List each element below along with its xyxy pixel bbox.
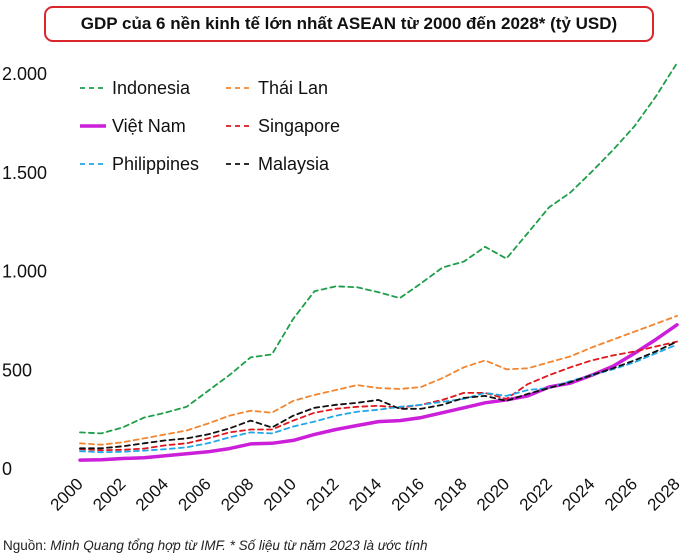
chart-title: GDP của 6 nền kinh tế lớn nhất ASEAN từ … xyxy=(44,6,654,42)
x-tick-label: 2014 xyxy=(345,474,385,514)
series-line-0 xyxy=(79,62,678,435)
x-tick-label: 2026 xyxy=(601,474,641,514)
x-tick-label: 2022 xyxy=(516,474,556,514)
x-tick-label: 2010 xyxy=(260,474,300,514)
x-tick-label: 2016 xyxy=(388,474,428,514)
legend-label: Malaysia xyxy=(258,154,330,174)
y-tick-label: 0 xyxy=(2,459,12,479)
series-line-4 xyxy=(79,343,678,454)
legend-label: Thái Lan xyxy=(258,78,328,98)
series-line-3 xyxy=(79,340,678,452)
legend-label: Việt Nam xyxy=(112,116,186,136)
x-tick-label: 2008 xyxy=(217,474,257,514)
x-tick-label: 2028 xyxy=(644,474,684,514)
y-tick-label: 1.500 xyxy=(2,163,47,183)
legend-label: Singapore xyxy=(258,116,340,136)
x-tick-label: 2006 xyxy=(175,474,215,514)
y-tick-label: 2.000 xyxy=(2,64,47,84)
y-tick-label: 500 xyxy=(2,360,32,380)
x-tick-label: 2000 xyxy=(47,474,87,514)
y-tick-label: 1.000 xyxy=(2,262,47,282)
x-tick-label: 2018 xyxy=(430,474,470,514)
x-tick-label: 2002 xyxy=(89,474,129,514)
x-tick-label: 2024 xyxy=(558,474,598,514)
series-line-5 xyxy=(79,340,678,450)
source-text: Minh Quang tổng hợp từ IMF. * Số liệu từ… xyxy=(50,538,428,553)
source-prefix: Nguồn: xyxy=(3,538,51,553)
source-note: Nguồn: Minh Quang tổng hợp từ IMF. * Số … xyxy=(3,538,428,553)
x-tick-label: 2012 xyxy=(303,474,343,514)
legend-label: Indonesia xyxy=(112,78,191,98)
legend-label: Philippines xyxy=(112,154,199,174)
x-tick-label: 2020 xyxy=(473,474,513,514)
x-tick-label: 2004 xyxy=(132,474,172,514)
chart-title-text: GDP của 6 nền kinh tế lớn nhất ASEAN từ … xyxy=(80,14,618,33)
series-line-1 xyxy=(79,314,678,446)
